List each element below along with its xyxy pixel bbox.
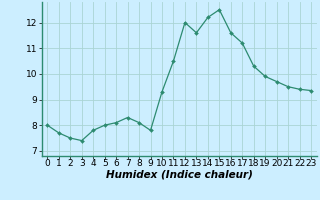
X-axis label: Humidex (Indice chaleur): Humidex (Indice chaleur) bbox=[106, 169, 252, 179]
